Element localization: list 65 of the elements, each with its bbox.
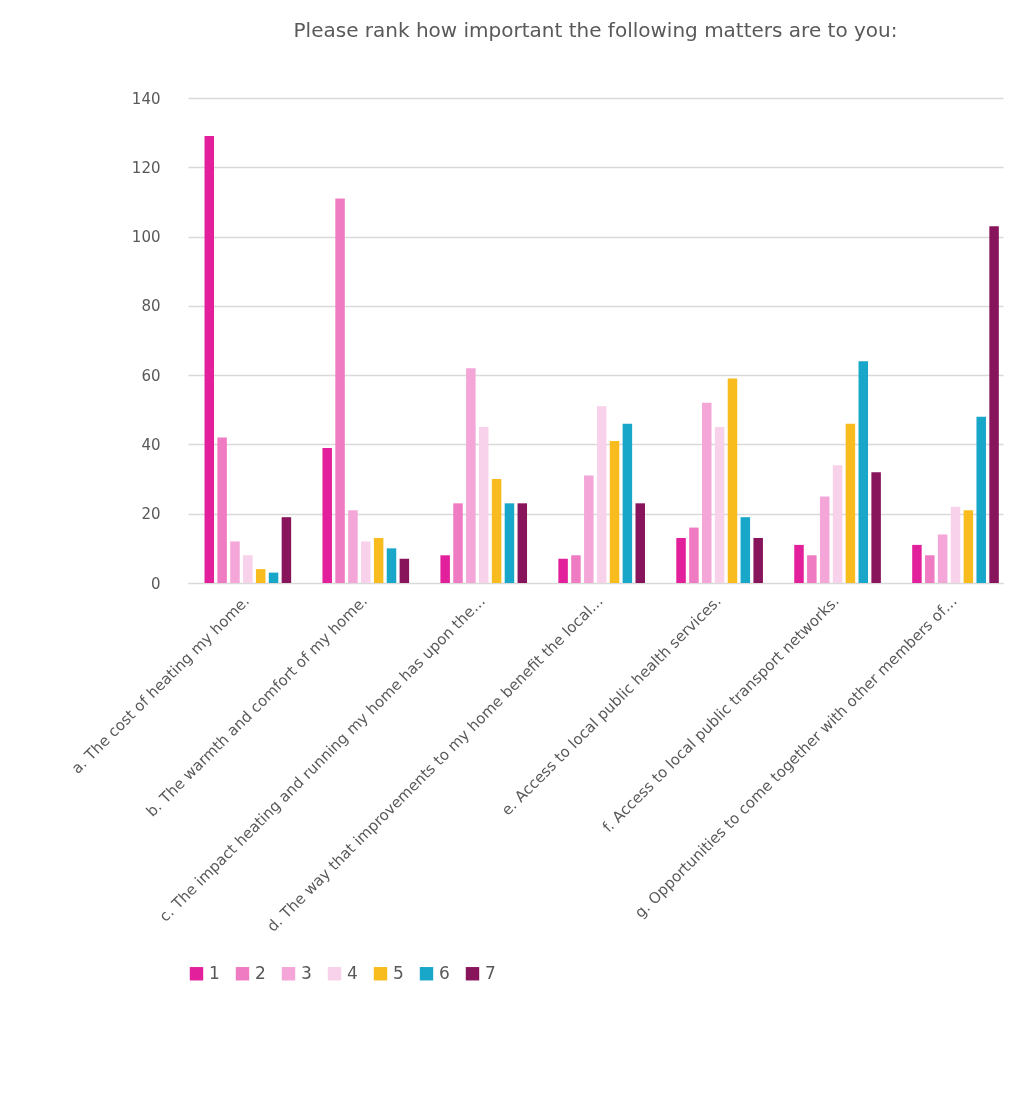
bar	[845, 423, 856, 583]
bar	[622, 423, 633, 583]
bar	[596, 406, 607, 583]
bar	[794, 544, 804, 583]
bar	[740, 517, 751, 583]
bar	[373, 537, 384, 583]
bar	[832, 465, 843, 583]
bar	[335, 198, 345, 583]
bar	[243, 555, 253, 583]
chart-title: Please rank how important the following matters are to you:	[293, 18, 898, 42]
bar	[491, 479, 502, 583]
y-tick-label: 100	[131, 228, 161, 247]
bar	[689, 527, 699, 583]
legend-label: 5	[393, 962, 404, 983]
bar	[571, 555, 581, 583]
bar	[217, 437, 227, 583]
legend-label: 6	[439, 962, 450, 983]
bar	[281, 517, 292, 583]
legend-label: 3	[301, 962, 312, 983]
bar	[584, 475, 594, 583]
bar	[517, 503, 528, 583]
bar	[504, 503, 515, 583]
y-tick-label: 20	[141, 505, 161, 524]
bar	[925, 555, 935, 583]
bar	[753, 537, 763, 583]
bar	[609, 440, 620, 583]
bar	[871, 472, 881, 583]
bar	[230, 541, 240, 583]
bar	[478, 427, 489, 583]
y-tick-label: 120	[131, 158, 161, 177]
y-tick-label: 60	[141, 366, 161, 385]
bar	[255, 569, 266, 583]
bar	[348, 510, 358, 583]
bar	[727, 378, 738, 583]
legend-label: 7	[485, 962, 496, 983]
bar	[819, 496, 830, 583]
y-tick-label: 80	[141, 297, 161, 316]
bar	[635, 503, 645, 583]
bar	[807, 555, 817, 583]
bar	[714, 427, 725, 583]
legend-label: 2	[255, 962, 266, 983]
bar	[440, 555, 450, 583]
bar	[361, 541, 371, 583]
bar	[702, 402, 712, 583]
bar	[204, 136, 215, 583]
bar	[676, 537, 686, 583]
bar	[950, 506, 961, 583]
bar	[268, 572, 279, 583]
bar	[963, 510, 974, 583]
bar	[989, 226, 999, 583]
bar	[453, 503, 463, 583]
bar	[558, 558, 568, 583]
y-tick-label: 140	[131, 89, 161, 108]
bar	[322, 447, 332, 583]
bar	[386, 548, 397, 583]
y-tick-label: 0	[150, 574, 161, 593]
bar	[466, 368, 476, 583]
bar	[976, 416, 986, 583]
bar	[912, 544, 922, 583]
bar	[858, 361, 869, 583]
bar	[399, 558, 410, 583]
legend-label: 1	[209, 962, 220, 983]
legend-label: 4	[347, 962, 358, 983]
bar	[937, 534, 948, 583]
y-tick-label: 40	[141, 435, 161, 454]
